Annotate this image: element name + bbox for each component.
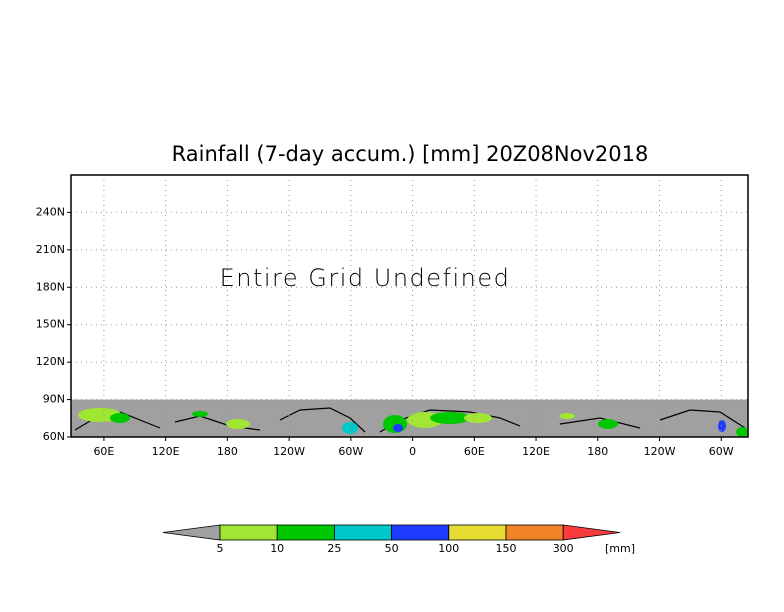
x-tick-label: 120W — [273, 445, 305, 458]
coastline — [74, 407, 746, 433]
y-tick-label: 150N — [36, 318, 65, 331]
colorbar-box — [505, 524, 564, 541]
x-tick-label: 120W — [644, 445, 676, 458]
colorbar-label: 25 — [327, 542, 341, 555]
rain-patch — [192, 411, 208, 417]
rain-patch — [559, 413, 575, 419]
colorbar-label: 5 — [217, 542, 224, 555]
x-tick-label: 60E — [93, 445, 114, 458]
rain-patch — [430, 412, 470, 424]
colorbar: 5 10 25 50 100 150 300 [mm] — [162, 524, 635, 555]
colorbar-box — [448, 524, 507, 541]
y-tick-label: 120N — [36, 355, 65, 368]
colorbar-label: 10 — [270, 542, 284, 555]
x-tick-label: 0 — [409, 445, 416, 458]
rain-patch — [393, 424, 403, 432]
x-tick-label: 120E — [152, 445, 180, 458]
x-tick-label: 60E — [464, 445, 485, 458]
y-tick-label: 210N — [36, 243, 65, 256]
y-tick-label: 90N — [43, 393, 65, 406]
rain-patch — [598, 419, 618, 429]
colorbar-unit: [mm] — [605, 542, 635, 555]
colorbar-label: 150 — [496, 542, 517, 555]
x-tick-label: 180 — [587, 445, 608, 458]
rain-patch — [342, 422, 358, 434]
x-tick-label: 120E — [522, 445, 550, 458]
colorbar-box — [391, 524, 450, 541]
plot-area: 60N 90N 120N 150N 180N 210N 240N 60E 120E 180 120W… — [36, 174, 749, 458]
y-tick-label: 240N — [36, 205, 65, 218]
colorbar-box — [219, 524, 278, 541]
annotation: Entire Grid Undefined — [220, 264, 511, 292]
colorbar-label: 50 — [385, 542, 399, 555]
y-tick-label: 60N — [43, 430, 65, 443]
rain-patch — [736, 427, 748, 437]
y-tick-label: 180N — [36, 280, 65, 293]
colorbar-box — [333, 524, 392, 541]
map-title: Rainfall (7-day accum.) [mm] 20Z08Nov201… — [172, 142, 649, 166]
rain-patch — [718, 420, 726, 432]
colorbar-label: 100 — [438, 542, 459, 555]
x-tick-label: 60W — [338, 445, 363, 458]
colorbar-high-arrow — [562, 524, 621, 541]
plot-frame — [70, 174, 749, 438]
x-tick-label: 60W — [709, 445, 734, 458]
rain-patch — [110, 413, 130, 423]
rain-patch — [226, 419, 250, 429]
colorbar-label: 300 — [553, 542, 574, 555]
rain-patch — [464, 413, 492, 423]
x-tick-label: 180 — [217, 445, 238, 458]
colorbar-box — [276, 524, 335, 541]
